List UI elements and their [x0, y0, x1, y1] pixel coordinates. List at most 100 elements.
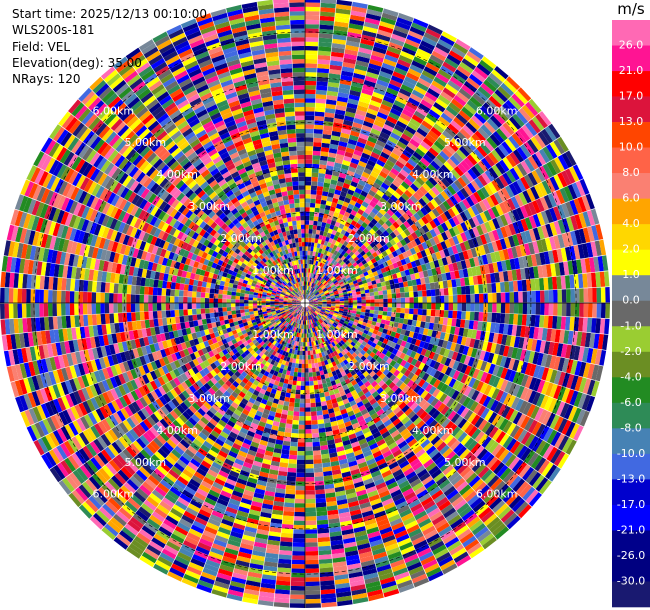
- velocity-gate: [339, 79, 352, 86]
- velocity-gate: [343, 240, 349, 247]
- velocity-gate: [323, 250, 328, 256]
- velocity-gate: [328, 289, 333, 293]
- velocity-gate: [430, 198, 439, 208]
- velocity-gate: [514, 130, 527, 144]
- velocity-gate: [305, 93, 316, 99]
- velocity-gate: [546, 161, 558, 176]
- velocity-gate: [392, 29, 408, 39]
- velocity-gate: [456, 286, 462, 295]
- velocity-gate: [347, 262, 353, 268]
- velocity-gate: [361, 303, 366, 307]
- velocity-gate: [420, 157, 431, 167]
- velocity-gate: [309, 291, 313, 296]
- velocity-gate: [498, 174, 509, 188]
- velocity-gate: [416, 209, 425, 219]
- velocity-gate: [466, 154, 478, 166]
- velocity-gate: [448, 227, 457, 238]
- velocity-gate: [305, 411, 311, 417]
- velocity-gate: [428, 210, 437, 220]
- velocity-gate: [413, 212, 422, 221]
- velocity-gate: [315, 107, 326, 113]
- velocity-gate: [426, 296, 432, 303]
- velocity-gate: [348, 185, 357, 192]
- velocity-gate: [320, 263, 325, 268]
- velocity-gate: [378, 25, 394, 34]
- velocity-gate: [327, 228, 333, 234]
- velocity-gate: [307, 295, 311, 300]
- velocity-gate: [308, 368, 313, 373]
- velocity-gate: [340, 274, 346, 280]
- velocity-gate: [344, 151, 354, 158]
- velocity-gate: [363, 241, 370, 248]
- velocity-gate: [323, 281, 328, 286]
- velocity-gate: [413, 56, 428, 66]
- velocity-gate: [375, 139, 386, 148]
- velocity-gate: [328, 77, 340, 84]
- velocity-gate: [421, 241, 429, 250]
- velocity-gate: [351, 277, 357, 282]
- velocity-gate: [370, 54, 384, 63]
- velocity-gate: [421, 170, 432, 180]
- velocity-gate: [320, 396, 326, 402]
- velocity-gate: [461, 106, 474, 119]
- velocity-gate: [388, 41, 403, 51]
- velocity-gate: [305, 102, 316, 108]
- velocity-gate: [361, 124, 372, 132]
- velocity-gate: [332, 126, 342, 133]
- velocity-gate: [360, 276, 366, 281]
- velocity-gate: [470, 294, 475, 303]
- velocity-gate: [343, 265, 349, 270]
- velocity-gate: [310, 246, 314, 252]
- velocity-gate: [339, 281, 344, 286]
- velocity-gate: [307, 286, 310, 291]
- velocity-gate: [358, 179, 367, 187]
- velocity-gate: [403, 129, 414, 139]
- velocity-gate: [321, 279, 326, 284]
- velocity-gate: [305, 363, 309, 369]
- velocity-gate: [343, 57, 357, 65]
- velocity-gate: [305, 359, 309, 364]
- velocity-gate: [605, 303, 610, 319]
- velocity-gate: [509, 292, 515, 303]
- velocity-gate: [305, 416, 312, 421]
- velocity-gate: [312, 283, 315, 288]
- velocity-gate: [398, 282, 404, 288]
- velocity-gate: [322, 259, 327, 265]
- velocity-gate: [320, 11, 335, 17]
- velocity-gate: [331, 43, 346, 49]
- velocity-gate: [333, 250, 339, 256]
- velocity-gate: [313, 133, 323, 139]
- velocity-gate: [398, 54, 413, 64]
- velocity-gate: [421, 283, 427, 291]
- velocity-gate: [366, 178, 375, 186]
- velocity-gate: [369, 263, 375, 270]
- velocity-gate: [363, 79, 376, 88]
- velocity-gate: [318, 432, 327, 438]
- velocity-gate: [391, 250, 399, 258]
- velocity-gate: [315, 485, 325, 491]
- velocity-gate: [535, 303, 541, 315]
- velocity-gate: [359, 273, 365, 279]
- velocity-gate: [318, 41, 332, 48]
- velocity-gate: [409, 297, 414, 303]
- velocity-gate: [496, 303, 502, 313]
- velocity-gate: [318, 168, 326, 174]
- velocity-gate: [322, 191, 329, 197]
- velocity-gate: [512, 113, 525, 128]
- velocity-gate: [319, 290, 324, 294]
- velocity-gate: [325, 169, 333, 176]
- velocity-gate: [382, 222, 389, 230]
- velocity-gate: [362, 148, 372, 156]
- velocity-gate: [421, 70, 436, 81]
- velocity-gate: [327, 86, 339, 93]
- velocity-gate: [417, 243, 425, 252]
- velocity-gate: [336, 4, 352, 11]
- velocity-gate: [335, 12, 351, 19]
- velocity-gate: [361, 306, 366, 310]
- velocity-gate: [427, 163, 438, 174]
- velocity-gate: [313, 216, 319, 222]
- velocity-gate: [333, 25, 348, 32]
- velocity-gate: [308, 233, 313, 238]
- velocity-gate: [328, 267, 333, 273]
- velocity-gate: [282, 515, 294, 521]
